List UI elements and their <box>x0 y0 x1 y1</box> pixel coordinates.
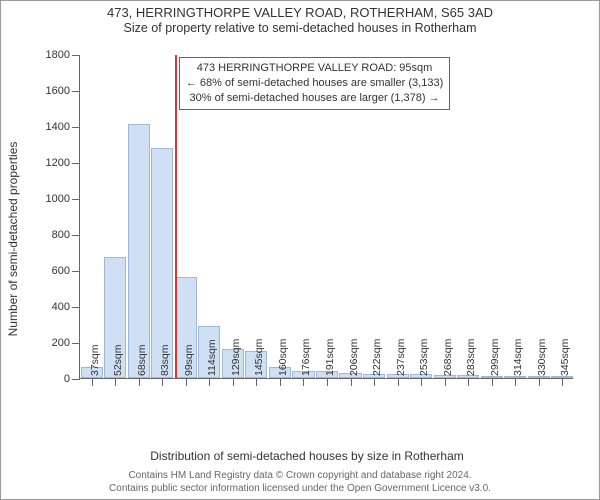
x-tick <box>562 378 563 386</box>
x-tick-label: 191sqm <box>324 339 336 376</box>
x-tick-label: 99sqm <box>183 344 195 376</box>
x-tick <box>280 378 281 386</box>
annotation-box: 473 HERRINGTHORPE VALLEY ROAD: 95sqm ← 6… <box>179 57 450 110</box>
x-tick <box>421 378 422 386</box>
x-tick-label: 37sqm <box>89 344 101 376</box>
x-tick-label: 330sqm <box>536 339 548 376</box>
x-tick-label: 145sqm <box>253 339 265 376</box>
annotation-line-1: 473 HERRINGTHORPE VALLEY ROAD: 95sqm <box>186 61 443 76</box>
x-tick <box>115 378 116 386</box>
y-tick-label: 0 <box>64 373 80 385</box>
page-title: 473, HERRINGTHORPE VALLEY ROAD, ROTHERHA… <box>1 5 599 20</box>
x-tick-label: 345sqm <box>559 339 571 376</box>
x-tick <box>186 378 187 386</box>
x-tick-label: 253sqm <box>418 339 430 376</box>
x-tick-label: 299sqm <box>489 339 501 376</box>
x-tick-label: 83sqm <box>159 344 171 376</box>
x-tick-label: 176sqm <box>300 339 312 376</box>
y-tick-label: 200 <box>52 337 80 349</box>
caption-line-1: Contains HM Land Registry data © Crown c… <box>1 469 599 482</box>
y-tick-label: 800 <box>52 229 80 241</box>
x-tick-label: 68sqm <box>136 344 148 376</box>
x-tick <box>515 378 516 386</box>
y-tick-label: 1200 <box>46 157 80 169</box>
annotation-line-2: ← 68% of semi-detached houses are smalle… <box>186 76 443 91</box>
x-tick <box>233 378 234 386</box>
x-tick <box>139 378 140 386</box>
y-tick-label: 1600 <box>46 85 80 97</box>
x-tick-label: 114sqm <box>206 339 218 376</box>
x-tick-label: 52sqm <box>112 344 124 376</box>
x-tick <box>327 378 328 386</box>
chart-area: Number of semi-detached properties 02004… <box>37 49 577 429</box>
y-axis-label: Number of semi-detached properties <box>6 142 20 337</box>
x-tick <box>492 378 493 386</box>
caption-line-2: Contains public sector information licen… <box>1 482 599 495</box>
y-tick-label: 600 <box>52 265 80 277</box>
x-tick <box>468 378 469 386</box>
y-tick-label: 400 <box>52 301 80 313</box>
x-tick-label: 160sqm <box>277 339 289 376</box>
x-tick-label: 268sqm <box>442 339 454 376</box>
x-tick-label: 314sqm <box>512 339 524 376</box>
x-tick <box>303 378 304 386</box>
x-axis-label: Distribution of semi-detached houses by … <box>150 449 464 463</box>
x-tick <box>256 378 257 386</box>
x-tick <box>398 378 399 386</box>
x-tick-label: 237sqm <box>395 339 407 376</box>
marker-line <box>175 55 177 378</box>
annotation-line-3: 30% of semi-detached houses are larger (… <box>186 91 443 106</box>
y-tick-label: 1000 <box>46 193 80 205</box>
x-tick <box>445 378 446 386</box>
plot-area: 02004006008001000120014001600180037sqm52… <box>79 55 573 379</box>
x-tick <box>351 378 352 386</box>
chart-frame: 473, HERRINGTHORPE VALLEY ROAD, ROTHERHA… <box>0 0 600 500</box>
y-tick-label: 1800 <box>46 49 80 61</box>
x-tick-label: 129sqm <box>230 339 242 376</box>
y-tick-label: 1400 <box>46 121 80 133</box>
x-tick <box>209 378 210 386</box>
x-tick <box>92 378 93 386</box>
x-tick <box>162 378 163 386</box>
page-subtitle: Size of property relative to semi-detach… <box>1 21 599 35</box>
x-tick <box>374 378 375 386</box>
x-tick-label: 283sqm <box>465 339 477 376</box>
caption: Contains HM Land Registry data © Crown c… <box>1 469 599 495</box>
x-tick <box>539 378 540 386</box>
x-tick-label: 206sqm <box>348 339 360 376</box>
histogram-bar <box>128 124 150 378</box>
x-tick-label: 222sqm <box>371 339 383 376</box>
